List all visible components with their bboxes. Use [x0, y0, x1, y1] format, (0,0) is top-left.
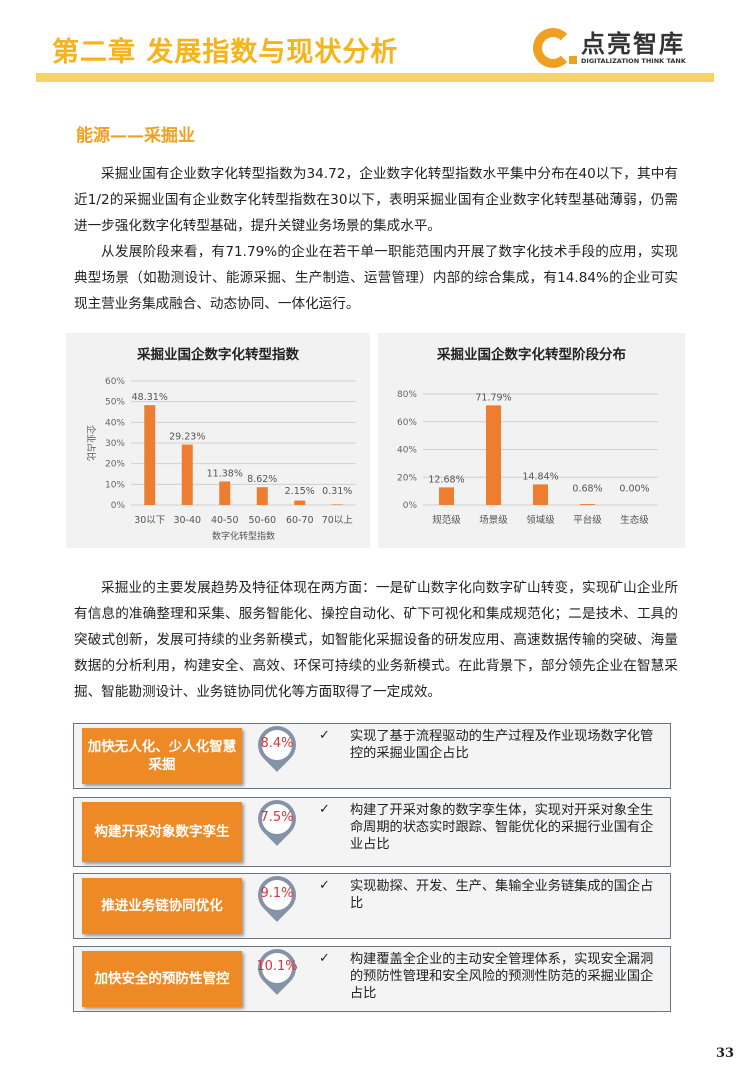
bar: [331, 504, 343, 505]
chart-title: 采掘业国企数字化转型阶段分布: [437, 347, 626, 363]
x-tick-label: 生态级: [620, 514, 649, 526]
trend-text: 采掘业的主要发展趋势及特征体现在两方面：一是矿山数字化向数字矿山转变，实现矿山企…: [74, 575, 678, 705]
x-tick-label: 领域级: [526, 514, 555, 526]
logo-en: DIGITALIZATION THINK TANK: [581, 57, 686, 65]
section-title: 能源——采掘业: [76, 126, 195, 146]
achievement-item: 推进业务链协同优化 9.1% ✓ 实现勘探、开发、生产、集输全业务链集成的国企占…: [73, 868, 671, 939]
item-label: 构建开采对象数字孪生: [82, 802, 242, 862]
paragraph: 从发展阶段来看，有71.79%的企业在若干单一职能范围内开展了数字化技术手段的应…: [74, 244, 678, 312]
chart-title: 采掘业国企数字化转型指数: [137, 347, 299, 363]
data-label: 8.62%: [247, 474, 277, 485]
y-tick-label: 0%: [403, 501, 418, 511]
bar: [439, 487, 454, 505]
y-tick-label: 30%: [105, 439, 125, 449]
page-number: 33: [716, 1046, 735, 1061]
achievement-item: 加快无人化、少人化智慧采掘 8.4% ✓ 实现了基于流程驱动的生产过程及作业现场…: [73, 718, 671, 789]
bar: [533, 484, 548, 505]
item-desc: 实现了基于流程驱动的生产过程及作业现场数字化管控的采掘业国企占比: [350, 729, 654, 761]
y-tick-label: 20%: [397, 473, 417, 483]
data-label: 14.84%: [522, 471, 558, 482]
item-label: 推进业务链协同优化: [82, 878, 242, 934]
check-icon: ✓: [319, 728, 330, 743]
chapter-title: 第二章 发展指数与现状分析: [52, 37, 399, 68]
logo-cn: 点亮智库: [581, 30, 685, 58]
y-tick-label: 60%: [105, 377, 125, 387]
item-label: 加快安全的预防性管控: [82, 951, 242, 1007]
bar: [294, 500, 306, 505]
y-tick-label: 50%: [105, 398, 125, 408]
chart-index: 0% 10% 20% 30% 40% 50% 60% 48.31% 30以下 29.23% 30-4…: [85, 377, 356, 542]
bar: [144, 405, 156, 505]
item-desc: 构建了开采对象的数字孪生体，实现对开采对象全生命周期的状态实时跟踪、智能优化的采…: [350, 803, 654, 852]
bar: [256, 487, 268, 505]
item-percent: 9.1%: [260, 886, 294, 901]
y-tick-label: 80%: [397, 390, 417, 400]
data-label: 48.31%: [132, 392, 168, 403]
check-icon: ✓: [319, 878, 330, 893]
data-label: 11.38%: [207, 468, 243, 479]
data-label: 71.79%: [475, 392, 511, 403]
y-tick-label: 10%: [105, 480, 125, 490]
check-icon: ✓: [319, 951, 330, 966]
x-tick-label: 50-60: [248, 515, 276, 526]
x-axis-label: 数字化转型指数: [212, 530, 275, 542]
item-desc: 实现勘探、开发、生产、集输全业务链集成的国企占比: [350, 879, 654, 911]
x-tick-label: 30-40: [173, 515, 201, 526]
item-desc: 构建覆盖全企业的主动安全管理体系，实现安全漏洞的预防性管理和安全风险的预测性防范…: [350, 952, 654, 1001]
chart-panel-index: 采掘业国企数字化转型指数 0% 10% 20% 30% 40% 50% 60% 48.31% 3…: [66, 333, 370, 548]
x-tick-label: 平台级: [573, 514, 602, 526]
paragraph: 采掘业的主要发展趋势及特征体现在两方面：一是矿山数字化向数字矿山转变，实现矿山企…: [74, 580, 678, 700]
y-tick-label: 40%: [105, 418, 125, 428]
bar: [580, 504, 595, 505]
data-label: 12.68%: [428, 474, 464, 485]
x-tick-label: 40-50: [211, 515, 239, 526]
item-percent: 8.4%: [260, 736, 294, 751]
y-tick-label: 20%: [105, 460, 125, 470]
item-percent: 10.1%: [256, 959, 298, 974]
achievement-item: 加快安全的预防性管控 10.1% ✓ 构建覆盖全企业的主动安全管理体系，实现安全…: [73, 941, 671, 1012]
bar: [219, 481, 231, 505]
y-tick-label: 0%: [111, 501, 126, 511]
data-label: 0.68%: [572, 484, 602, 495]
logo-dot-icon: [569, 56, 577, 64]
x-tick-label: 场景级: [479, 514, 508, 526]
bar: [486, 405, 501, 505]
data-label: 0.31%: [322, 486, 352, 497]
header-divider: [36, 73, 714, 82]
logo: 点亮智库 DIGITALIZATION THINK TANK: [533, 28, 686, 68]
check-icon: ✓: [319, 802, 330, 817]
paragraph: 采掘业国有企业数字化转型指数为34.72，企业数字化转型指数水平集中分布在40以…: [74, 166, 678, 234]
logo-c-icon: [533, 28, 573, 68]
chart-stage: 0% 20% 40% 60% 80% 12.68% 规范级 71.79% 场景级 14.84% 领域…: [397, 390, 658, 526]
x-tick-label: 30以下: [134, 515, 165, 526]
x-tick-label: 60-70: [286, 515, 314, 526]
chart-panel-stage: 采掘业国企数字化转型阶段分布 0% 20% 40% 60% 80% 12.68% 规范级 71…: [378, 333, 685, 548]
item-percent: 7.5%: [260, 810, 294, 825]
y-tick-label: 40%: [397, 446, 417, 456]
y-axis-label: 企业占比: [85, 425, 97, 461]
x-tick-label: 70以上: [322, 515, 354, 526]
data-label: 2.15%: [285, 486, 315, 497]
data-label: 0.00%: [619, 484, 649, 495]
achievement-item: 构建开采对象数字孪生 7.5% ✓ 构建了开采对象的数字孪生体，实现对开采对象全…: [73, 792, 671, 867]
y-tick-label: 60%: [397, 418, 417, 428]
x-tick-label: 规范级: [432, 514, 461, 526]
item-label: 加快无人化、少人化智慧采掘: [82, 728, 242, 784]
bar: [181, 444, 193, 505]
intro-text: 采掘业国有企业数字化转型指数为34.72，企业数字化转型指数水平集中分布在40以…: [74, 161, 678, 317]
data-label: 29.23%: [169, 432, 205, 443]
